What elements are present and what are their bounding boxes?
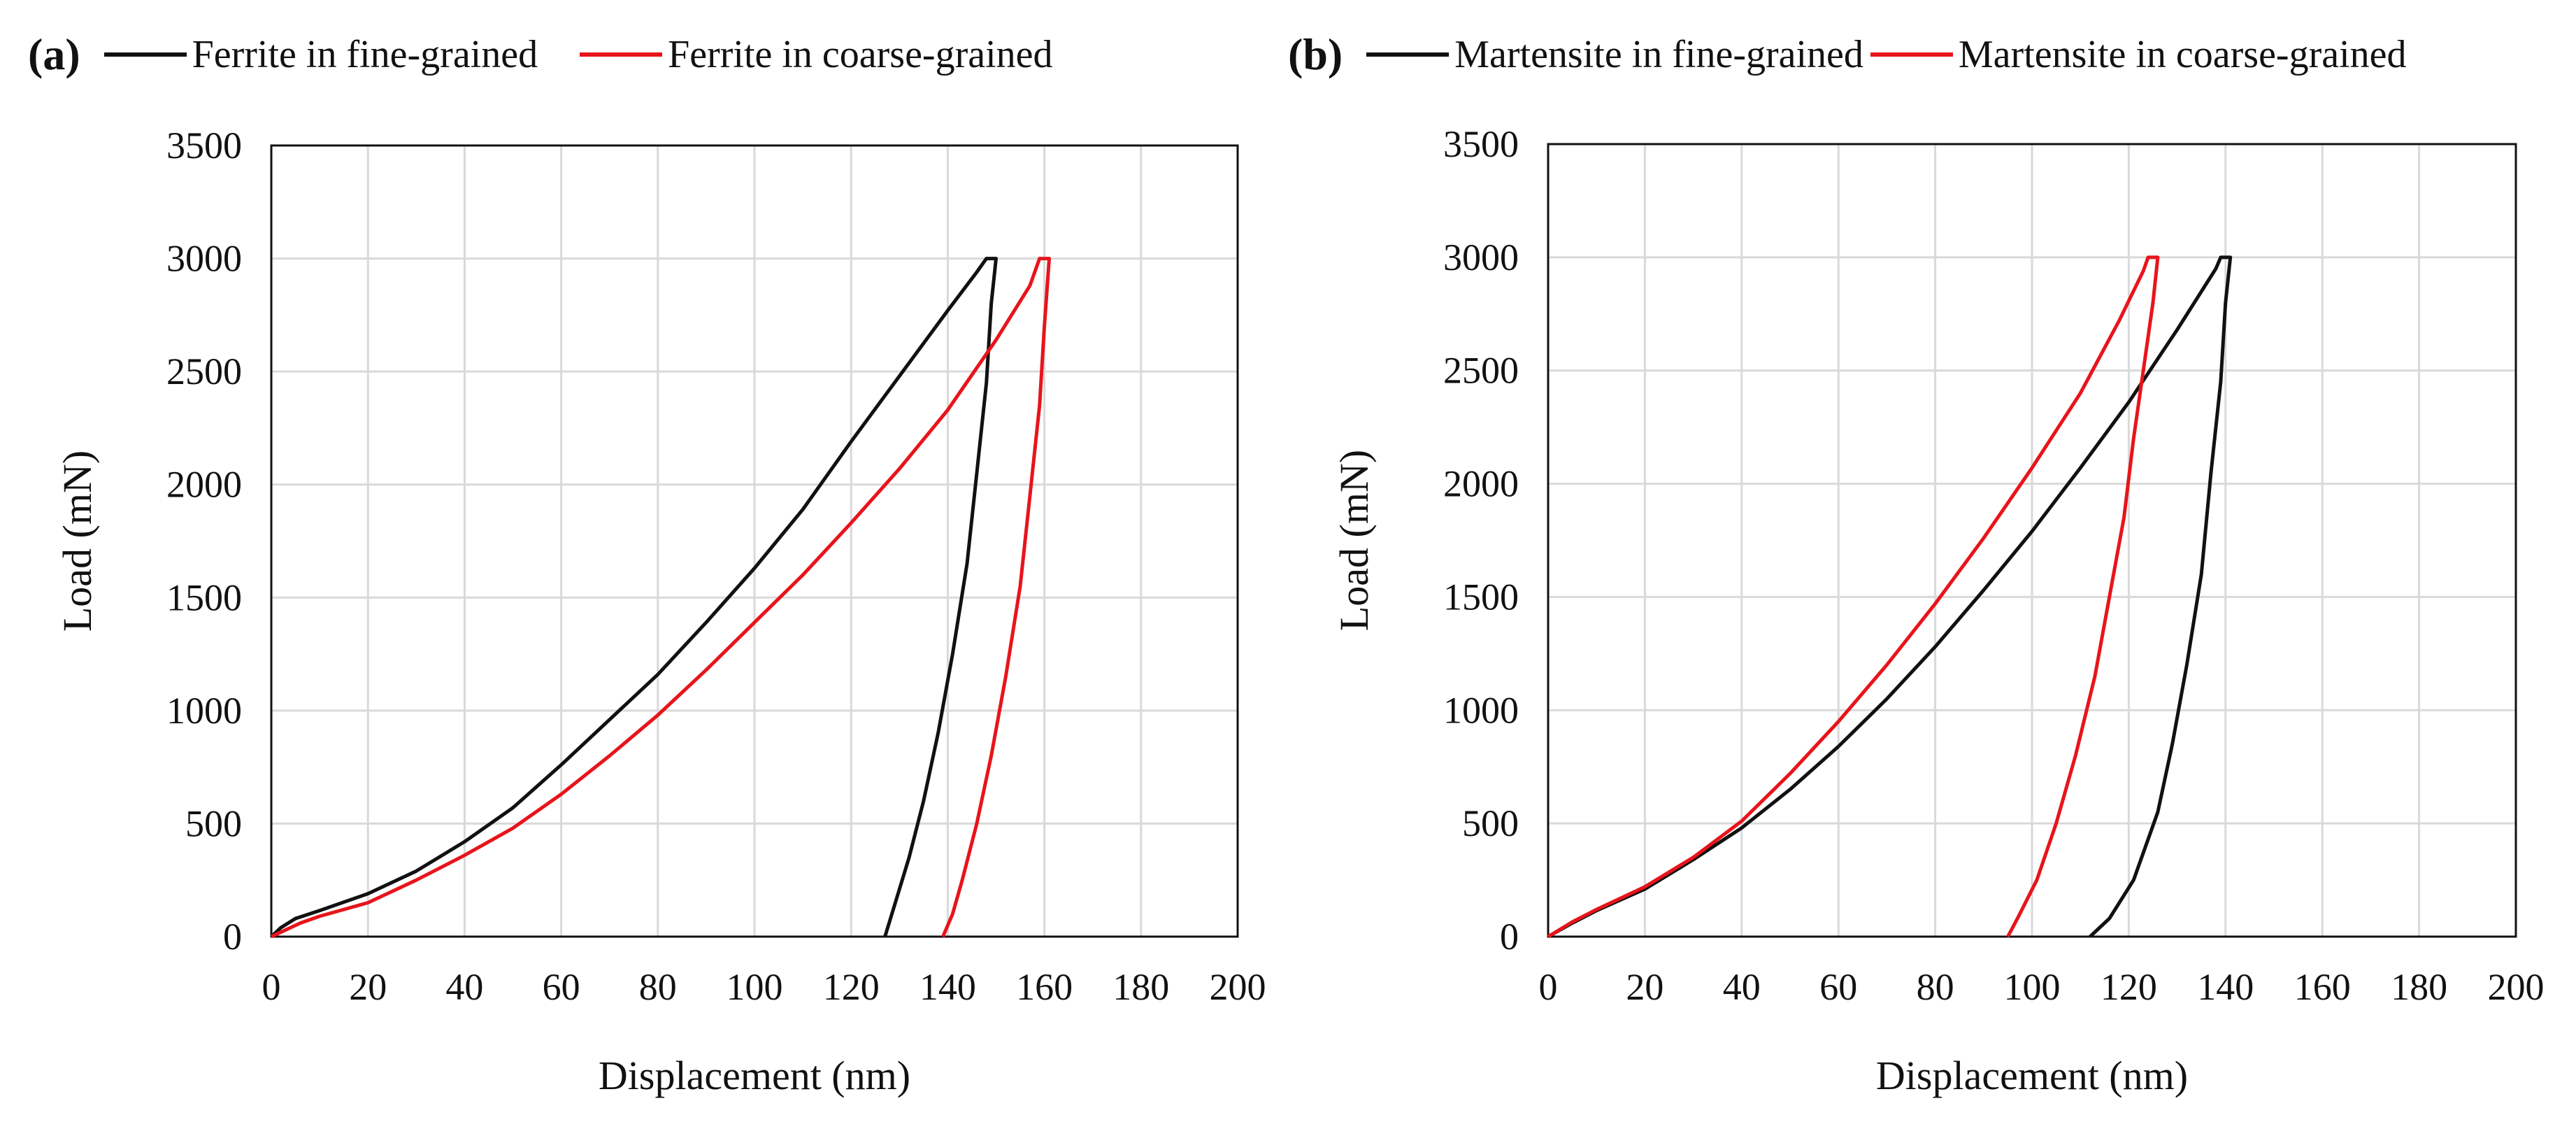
y-tick-label-b-5: 2500 [1443,350,1519,392]
legend-label-ferrite-fine: Ferrite in fine-grained [192,33,538,76]
x-tick-label-a-2: 40 [445,966,483,1008]
y-tick-label-a-7: 3500 [166,125,242,166]
series-line-a-coarse [270,257,1051,939]
x-tick-label-a-7: 140 [920,966,976,1008]
plot-frame-b [1547,143,2517,938]
y-tick-label-a-2: 1000 [166,690,242,732]
x-tick-label-b-5: 100 [2004,966,2061,1008]
series-line-b-coarse [1547,255,2160,939]
legend-a: (a) Ferrite in fine-grained Ferrite in c… [28,27,1053,83]
y-tick-label-b-2: 1000 [1443,689,1519,731]
x-tick-label-a-6: 120 [823,966,880,1008]
x-tick-label-a-8: 160 [1016,966,1073,1008]
y-axis-label-a: Load (mN) [55,450,100,632]
plot-frame-a [270,144,1239,938]
x-tick-label-b-7: 140 [2197,966,2254,1008]
y-tick-label-a-1: 500 [185,802,242,844]
x-tick-label-a-5: 100 [727,966,783,1008]
series-line-b-fine [1547,255,2233,939]
y-tick-label-b-4: 2000 [1443,463,1519,505]
x-tick-label-b-1: 20 [1626,966,1663,1008]
y-axis-label-b: Load (mN) [1331,450,1377,631]
x-tick-label-a-3: 60 [543,966,580,1008]
legend-swatch-martensite-fine [1366,52,1450,57]
legend-swatch-ferrite-coarse [580,52,663,57]
x-tick-label-b-3: 60 [1819,966,1857,1008]
x-axis-label-a: Displacement (nm) [599,1053,910,1098]
y-tick-label-a-5: 2500 [166,350,242,392]
plot-area-b: 0 20 40 60 80 100 120 140 160 180 2000500100015002… [1331,123,2545,1098]
x-tick-label-a-1: 20 [349,966,387,1008]
legend-item-ferrite-fine: Ferrite in fine-grained [103,32,538,77]
plot-area-a: 0 20 40 60 80 100 120 140 160 180 2000500100015002… [55,125,1266,1098]
x-tick-label-a-4: 80 [639,966,677,1008]
x-tick-label-a-10: 200 [1210,966,1266,1008]
x-tick-label-a-0: 0 [262,966,281,1008]
y-tick-label-b-3: 1500 [1443,576,1519,618]
x-tick-label-b-2: 40 [1723,966,1761,1008]
x-axis-label-b: Displacement (nm) [1876,1053,2188,1098]
series-line-a-fine [270,257,998,938]
chart-panel-b: (b) Martensite in fine-grained Martensit… [1288,0,2576,1122]
panel-label-b: (b) [1288,29,1343,79]
y-tick-label-b-6: 3000 [1443,236,1519,278]
x-tick-label-b-6: 120 [2101,966,2157,1008]
y-tick-label-a-4: 2000 [166,464,242,506]
y-tick-label-a-6: 3000 [166,238,242,280]
y-tick-label-b-7: 3500 [1443,123,1519,165]
legend-label-ferrite-coarse: Ferrite in coarse-grained [668,33,1053,76]
x-tick-label-b-8: 160 [2294,966,2351,1008]
legend-swatch-ferrite-fine [103,52,187,57]
panel-label-a: (a) [28,29,80,79]
y-tick-label-a-0: 0 [223,916,242,958]
x-tick-label-b-4: 80 [1917,966,1954,1008]
x-tick-label-b-10: 200 [2488,966,2545,1008]
legend-item-martensite-fine: Martensite in fine-grained [1366,32,1863,77]
chart-panel-a: (a) Ferrite in fine-grained Ferrite in c… [28,27,1266,1098]
legend-swatch-martensite-coarse [1870,52,1953,57]
y-tick-label-b-0: 0 [1500,916,1519,958]
y-tick-label-a-3: 1500 [166,576,242,618]
x-tick-label-a-9: 180 [1112,966,1169,1008]
legend-item-ferrite-coarse: Ferrite in coarse-grained [580,32,1053,77]
legend-item-martensite-coarse: Martensite in coarse-grained [1870,32,2407,77]
legend-b: (b) Martensite in fine-grained Martensit… [1288,27,2407,83]
x-tick-label-b-9: 180 [2391,966,2447,1008]
legend-label-martensite-coarse: Martensite in coarse-grained [1958,33,2407,76]
x-tick-label-b-0: 0 [1539,966,1558,1008]
legend-label-martensite-fine: Martensite in fine-grained [1454,33,1863,76]
y-tick-label-b-1: 500 [1462,802,1519,844]
